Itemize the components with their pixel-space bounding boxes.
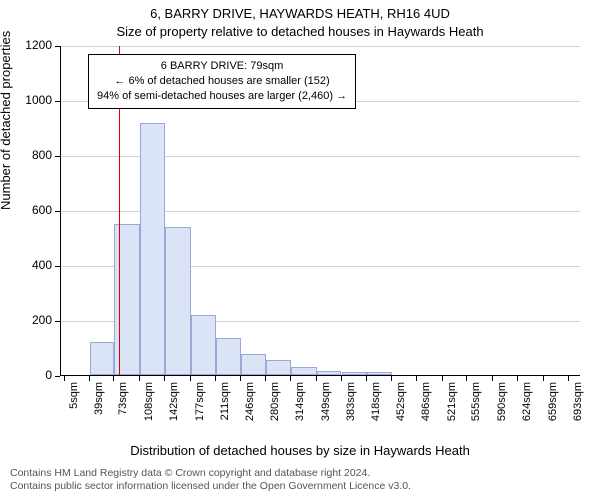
x-tick-label: 452sqm [395,382,407,434]
histogram-bar [216,338,242,375]
gridline [61,156,580,157]
y-tick-mark [55,101,60,102]
x-tick-label: 383sqm [345,382,357,434]
x-tick-mark [139,376,140,381]
y-tick-label: 600 [20,203,52,217]
footer-line-1: Contains HM Land Registry data © Crown c… [10,467,411,481]
x-tick-mark [391,376,392,381]
chart-container: 6, BARRY DRIVE, HAYWARDS HEATH, RH16 4UD… [0,0,600,500]
y-tick-label: 0 [20,368,52,382]
x-tick-label: 142sqm [168,382,180,434]
x-tick-label: 486sqm [420,382,432,434]
y-tick-label: 1200 [20,38,52,52]
y-tick-mark [55,266,60,267]
histogram-bar [367,372,392,375]
x-tick-mark [492,376,493,381]
annotation-line-1: 6 BARRY DRIVE: 79sqm [97,59,347,74]
x-tick-mark [89,376,90,381]
x-tick-label: 590sqm [496,382,508,434]
histogram-bar [165,227,191,376]
x-tick-label: 659sqm [547,382,559,434]
x-tick-mark [366,376,367,381]
x-tick-mark [240,376,241,381]
y-tick-label: 1000 [20,93,52,107]
y-tick-mark [55,156,60,157]
x-tick-mark [442,376,443,381]
y-axis-label: Number of detached properties [0,31,13,210]
histogram-bar [140,123,165,375]
histogram-bar [291,367,317,375]
x-tick-mark [290,376,291,381]
x-tick-mark [466,376,467,381]
y-tick-label: 400 [20,258,52,272]
x-tick-mark [568,376,569,381]
title-main: 6, BARRY DRIVE, HAYWARDS HEATH, RH16 4UD [0,6,600,21]
x-tick-mark [543,376,544,381]
x-tick-label: 177sqm [194,382,206,434]
y-tick-mark [55,211,60,212]
annotation-box: 6 BARRY DRIVE: 79sqm ← 6% of detached ho… [88,54,356,109]
footer-attribution: Contains HM Land Registry data © Crown c… [10,467,411,494]
x-tick-label: 693sqm [572,382,584,434]
x-tick-mark [341,376,342,381]
x-tick-mark [316,376,317,381]
x-tick-mark [64,376,65,381]
histogram-bar [342,372,368,375]
x-tick-mark [190,376,191,381]
x-tick-label: 280sqm [269,382,281,434]
y-tick-label: 200 [20,313,52,327]
x-axis-label: Distribution of detached houses by size … [0,443,600,458]
x-tick-label: 211sqm [219,382,231,434]
histogram-bar [266,360,291,375]
y-tick-mark [55,321,60,322]
x-tick-mark [215,376,216,381]
histogram-bar [317,371,342,375]
y-tick-label: 800 [20,148,52,162]
gridline [61,46,580,47]
y-tick-mark [55,46,60,47]
x-tick-mark [416,376,417,381]
x-tick-label: 246sqm [244,382,256,434]
annotation-line-3: 94% of semi-detached houses are larger (… [97,89,347,104]
x-tick-label: 418sqm [370,382,382,434]
footer-line-2: Contains public sector information licen… [10,480,411,494]
x-tick-label: 314sqm [294,382,306,434]
title-sub: Size of property relative to detached ho… [0,24,600,39]
y-tick-mark [55,376,60,377]
x-tick-label: 5sqm [68,382,80,434]
annotation-line-2: ← 6% of detached houses are smaller (152… [97,74,347,89]
x-tick-label: 73sqm [117,382,129,434]
x-tick-label: 349sqm [320,382,332,434]
x-tick-mark [113,376,114,381]
x-tick-label: 521sqm [446,382,458,434]
x-tick-label: 624sqm [521,382,533,434]
x-tick-mark [517,376,518,381]
x-tick-label: 39sqm [93,382,105,434]
histogram-bar [90,342,115,375]
x-tick-label: 108sqm [143,382,155,434]
x-tick-label: 555sqm [470,382,482,434]
histogram-bar [191,315,216,376]
histogram-bar [241,354,266,375]
x-tick-mark [265,376,266,381]
x-tick-mark [164,376,165,381]
gridline [61,211,580,212]
